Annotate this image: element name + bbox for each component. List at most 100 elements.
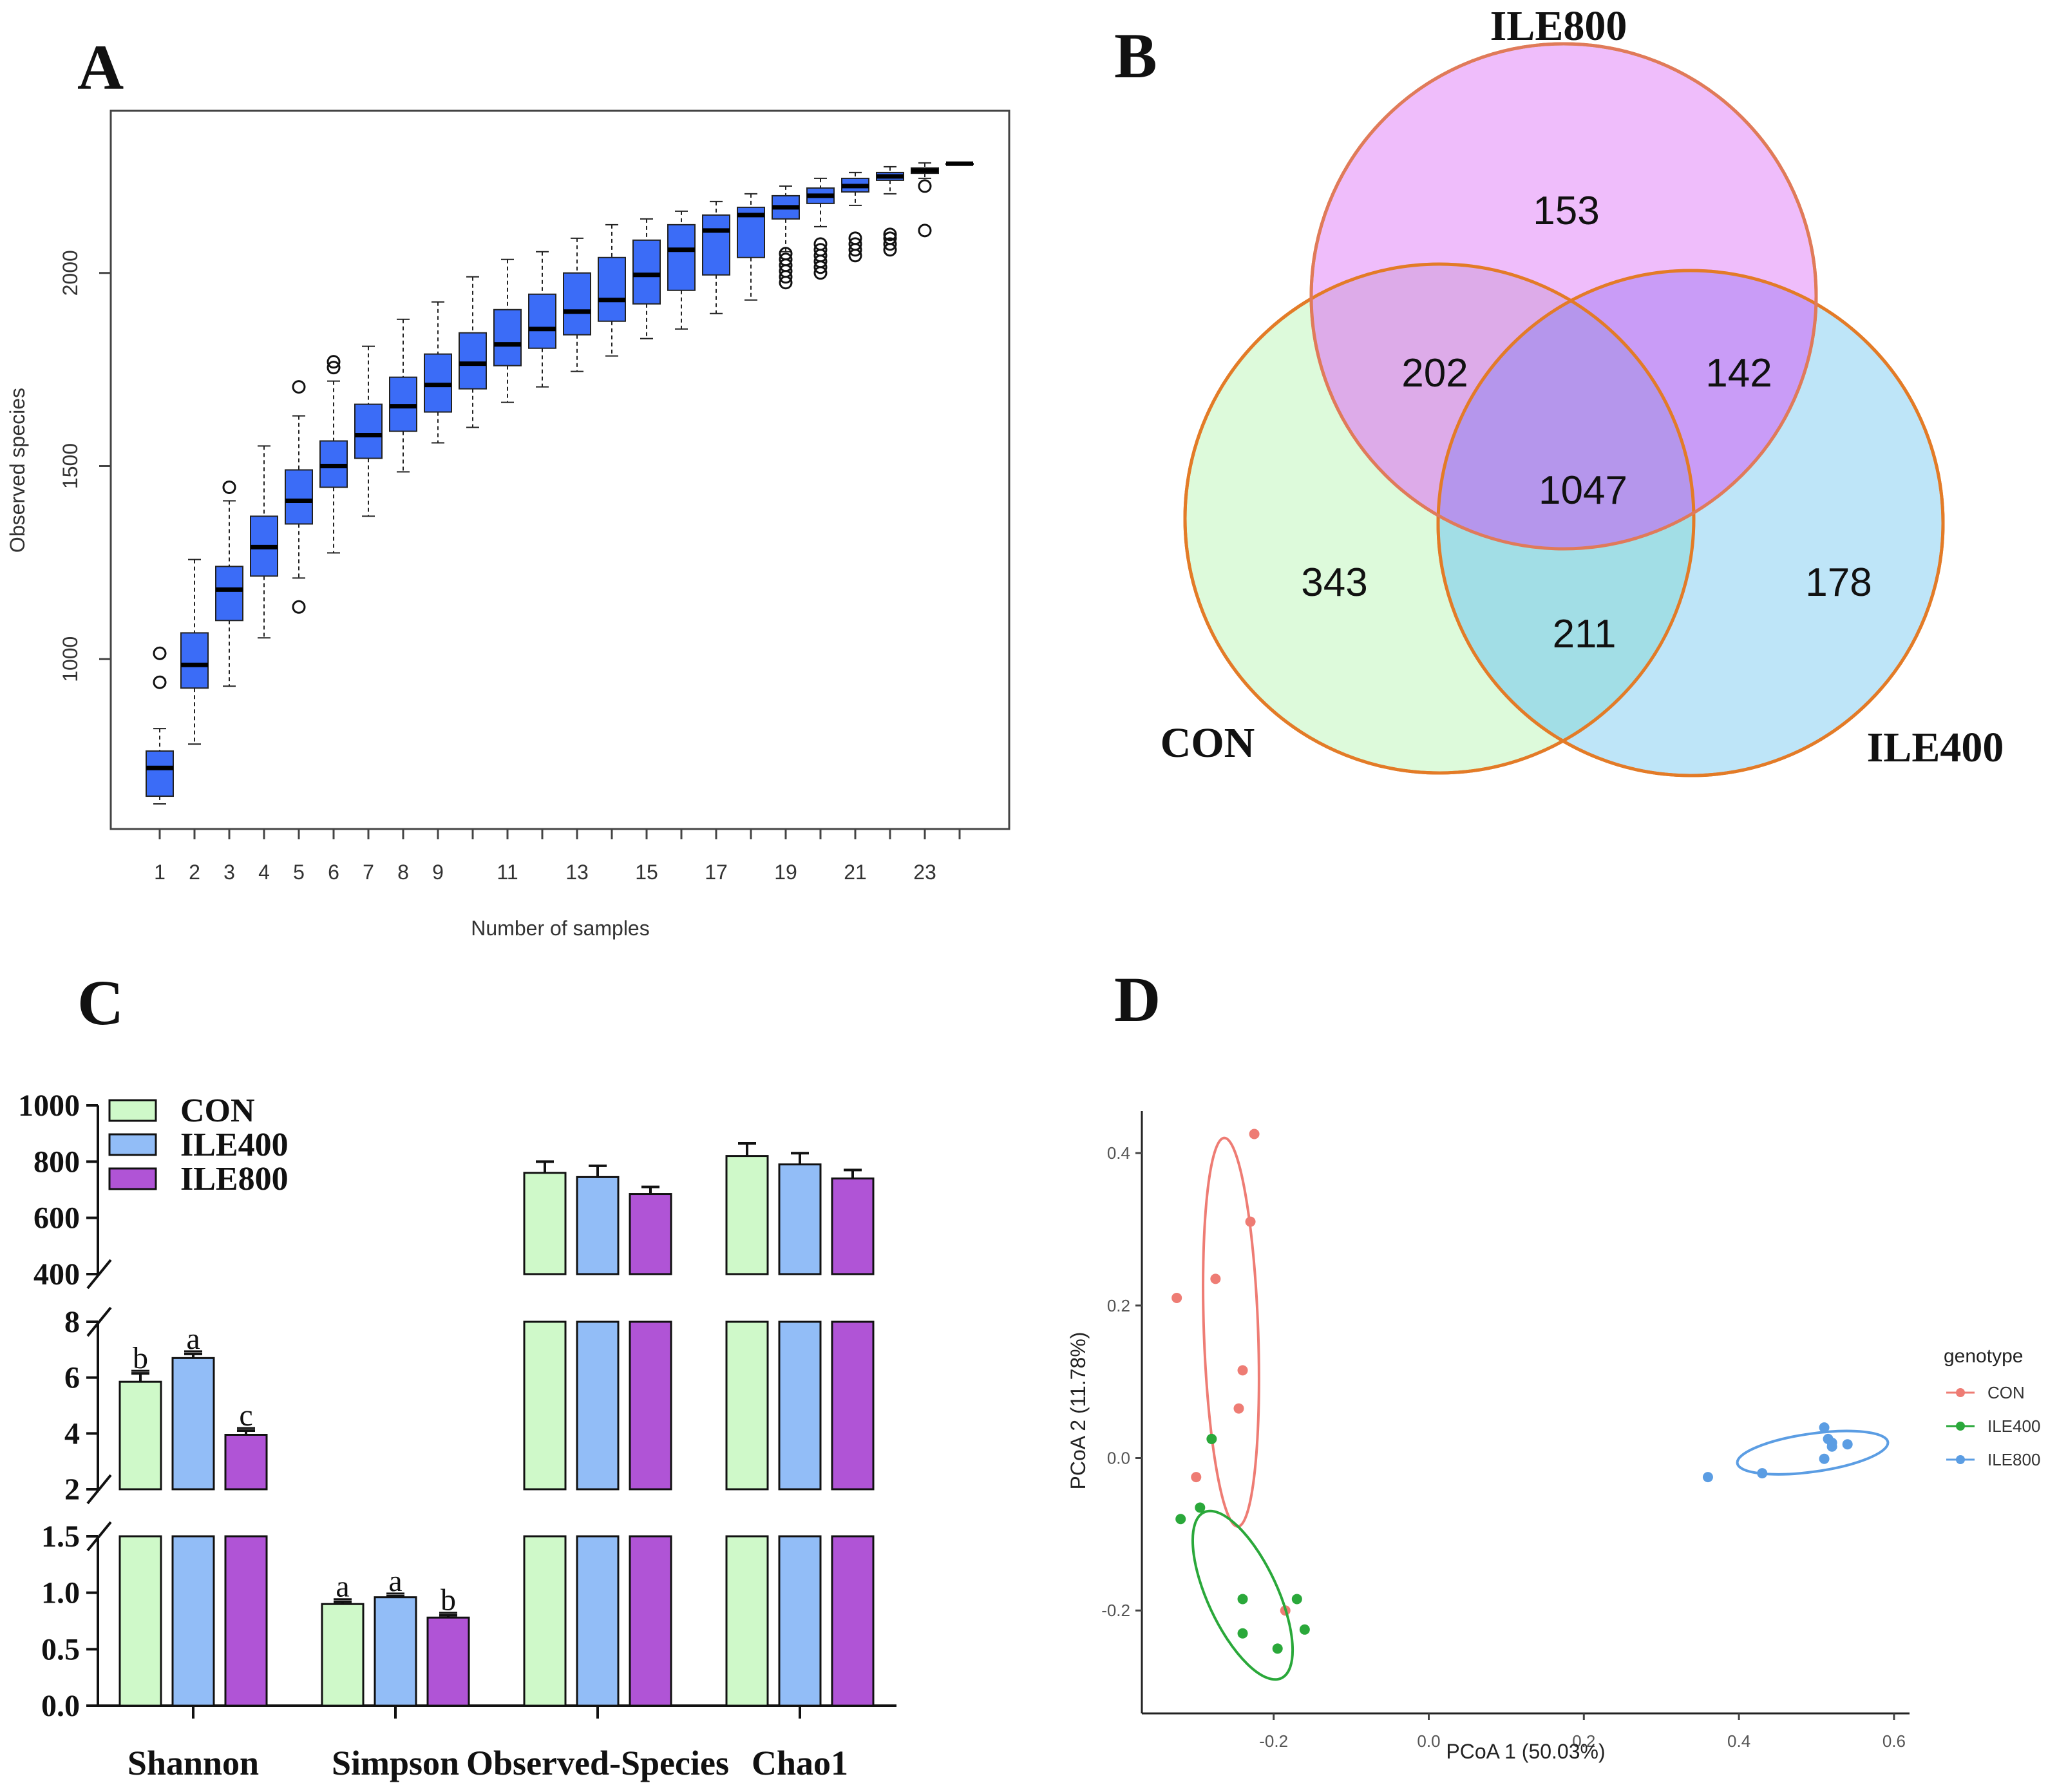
boxplot-6 bbox=[319, 355, 348, 554]
boxplot-20 bbox=[806, 177, 835, 280]
legend-swatch-CON bbox=[108, 1099, 157, 1122]
x-axis-label: PCoA 1 (50.03%) bbox=[1446, 1740, 1605, 1763]
venn-label-con: CON bbox=[1161, 720, 1255, 767]
series-ILE400 bbox=[1175, 1433, 1310, 1681]
confidence-ellipse bbox=[1191, 1509, 1294, 1681]
y-tick-label: 1500 bbox=[59, 443, 82, 489]
series-CON bbox=[1171, 1129, 1291, 1616]
data-point bbox=[1757, 1468, 1768, 1479]
venn-count-all: 1047 bbox=[1539, 468, 1627, 513]
data-point bbox=[1191, 1472, 1202, 1483]
boxplot-21 bbox=[841, 171, 869, 263]
plot-frame-a bbox=[109, 110, 1010, 830]
box bbox=[354, 403, 383, 459]
y-tick-label: 1.5 bbox=[41, 1520, 80, 1554]
data-point bbox=[1702, 1472, 1713, 1483]
outlier-point bbox=[779, 253, 793, 267]
data-point bbox=[1842, 1439, 1853, 1450]
venn-count-CON_only: 343 bbox=[1301, 560, 1367, 605]
bar-CON-Chao1 bbox=[725, 1141, 769, 1707]
panel-label-d: D bbox=[1114, 964, 1161, 1035]
box bbox=[146, 750, 174, 797]
bar-rect bbox=[831, 1320, 875, 1491]
boxplot-19 bbox=[772, 185, 800, 290]
y-tick-label: 0.0 bbox=[1107, 1449, 1130, 1468]
boxplot-3 bbox=[215, 480, 243, 687]
outlier-point bbox=[883, 227, 897, 242]
bar-rect bbox=[576, 1320, 620, 1491]
data-point bbox=[1819, 1453, 1830, 1464]
data-point bbox=[1175, 1514, 1186, 1525]
legend-title: genotype bbox=[1944, 1346, 2023, 1367]
bar-rect bbox=[831, 1535, 875, 1707]
outlier-point bbox=[153, 675, 167, 689]
box bbox=[493, 309, 522, 367]
bar-ILE800-Chao1 bbox=[831, 1168, 875, 1707]
bar-rect bbox=[778, 1535, 822, 1707]
bar-rect bbox=[224, 1434, 268, 1491]
outlier-point bbox=[813, 237, 828, 251]
y-tick-label: 600 bbox=[33, 1201, 80, 1235]
legend-key-dot bbox=[1956, 1455, 1965, 1464]
outlier-point bbox=[883, 237, 897, 251]
legend-label-CON: CON bbox=[1987, 1383, 2025, 1402]
box bbox=[632, 239, 661, 305]
box bbox=[563, 272, 591, 336]
legend-key-dot bbox=[1956, 1388, 1965, 1397]
y-tick-label: 0.2 bbox=[1107, 1296, 1130, 1315]
significance-letter: a bbox=[336, 1570, 349, 1604]
bar-rect bbox=[778, 1163, 822, 1275]
data-point bbox=[1826, 1437, 1837, 1448]
bar-rect bbox=[576, 1535, 620, 1707]
panel-c: C 0.0 0.5 1.0 1.5 2 4 6 8 400 600 800 1000 Shannon b a c… bbox=[18, 967, 896, 1782]
venn-count-ILE800_only: 153 bbox=[1533, 189, 1599, 233]
outlier-point bbox=[222, 480, 236, 494]
significance-letter: c bbox=[239, 1398, 252, 1433]
x-tick-label: 8 bbox=[397, 861, 409, 884]
boxplot-12 bbox=[528, 251, 556, 388]
outlier-point bbox=[292, 380, 306, 394]
bar-rect bbox=[171, 1357, 215, 1491]
venn-outline-ile800 bbox=[1309, 42, 1818, 551]
bar-rect bbox=[119, 1535, 162, 1707]
y-tick-label: 1000 bbox=[59, 636, 82, 682]
y-tick-label: 1000 bbox=[18, 1089, 80, 1123]
y-tick-label: 6 bbox=[64, 1361, 80, 1395]
y-tick-label: 0.5 bbox=[41, 1632, 80, 1666]
box bbox=[180, 632, 209, 689]
bar-rect bbox=[426, 1616, 470, 1707]
x-tick-label: 0.2 bbox=[1572, 1731, 1595, 1751]
y-tick-label: 2 bbox=[64, 1473, 80, 1507]
significance-letter: b bbox=[441, 1583, 456, 1617]
x-tick-label: 11 bbox=[497, 861, 518, 884]
x-category-label: Simpson bbox=[332, 1744, 459, 1782]
x-tick-label: 0.4 bbox=[1727, 1731, 1750, 1751]
significance-letter: b bbox=[133, 1341, 148, 1375]
legend-swatch-ILE800 bbox=[108, 1167, 157, 1190]
y-tick-label: 2000 bbox=[59, 250, 82, 296]
x-tick-label: 13 bbox=[565, 861, 589, 884]
venn-count-ILE400_only: 178 bbox=[1805, 560, 1872, 605]
x-tick-label: 21 bbox=[844, 861, 867, 884]
confidence-ellipse bbox=[1202, 1136, 1260, 1528]
x-tick-label: 6 bbox=[328, 861, 339, 884]
boxplot-5 bbox=[285, 380, 313, 614]
outlier-point bbox=[153, 646, 167, 660]
legend-label-ILE800: ILE800 bbox=[180, 1161, 289, 1197]
outlier-point bbox=[813, 243, 828, 257]
boxplot-9 bbox=[424, 301, 452, 444]
box bbox=[285, 469, 313, 525]
bar-rect bbox=[523, 1320, 567, 1491]
outlier-point bbox=[848, 237, 862, 251]
outlier-point bbox=[883, 231, 897, 245]
panel-d: D -0.2 0.0 0.2 0.4 0.6 -0.2 0.0 0.2 0.4 PCoA 1 (50… bbox=[1067, 964, 2040, 1763]
bar-ILE800-Simpson: b bbox=[426, 1583, 470, 1707]
bar-rect bbox=[831, 1177, 875, 1275]
box bbox=[598, 256, 626, 322]
bar-rect bbox=[629, 1193, 672, 1275]
bar-rect bbox=[725, 1320, 769, 1491]
outlier-point bbox=[918, 224, 932, 238]
y-axis-label: Observed species bbox=[6, 388, 29, 553]
data-point bbox=[1237, 1594, 1248, 1605]
